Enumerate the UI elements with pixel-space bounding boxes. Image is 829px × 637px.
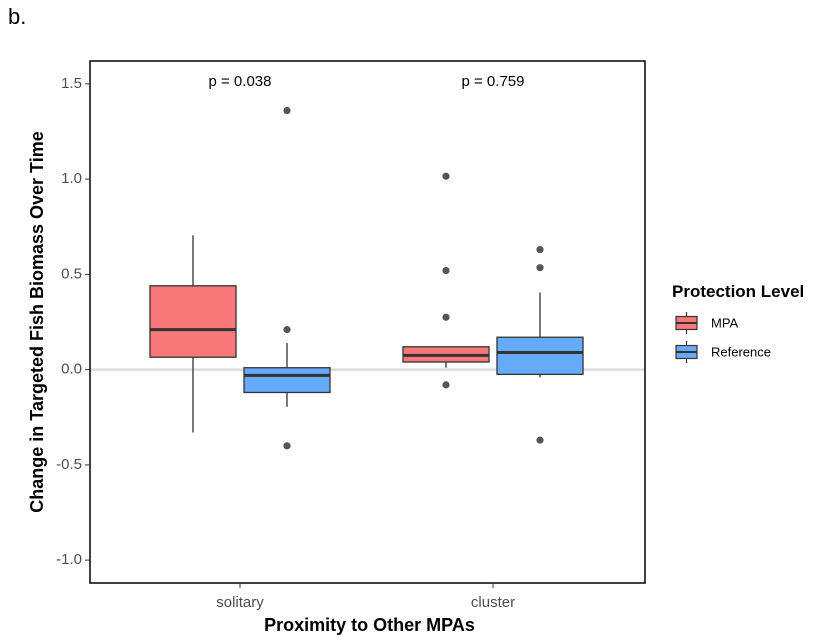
box-reference-cluster (496, 246, 584, 444)
x-tick-label: solitary (216, 594, 264, 611)
legend: Protection Level MPA Reference (672, 282, 804, 363)
legend-title: Protection Level (672, 282, 804, 301)
outlier-point (283, 326, 291, 334)
panel-label: b. (8, 4, 27, 29)
box-reference-solitary (243, 106, 331, 450)
y-tick-label: 0.5 (61, 265, 82, 282)
outlier-point (442, 266, 450, 275)
x-tick-label: cluster (471, 594, 515, 611)
legend-label: MPA (711, 315, 739, 330)
y-tick-label: 1.5 (61, 75, 82, 92)
y-tick-label: -0.5 (56, 456, 82, 473)
legend-label: Reference (711, 344, 771, 359)
outlier-point (536, 246, 544, 254)
outlier-point (536, 264, 544, 272)
legend-key-mpa (675, 312, 698, 334)
box-iqr (243, 367, 331, 394)
y-tick-label: -1.0 (56, 551, 82, 568)
p-value-annotation: p = 0.038 (209, 73, 272, 90)
y-tick-label: 1.0 (61, 170, 82, 187)
box-iqr (496, 336, 584, 376)
outlier-point (442, 313, 450, 321)
outlier-point (283, 106, 291, 115)
legend-key-reference (675, 341, 698, 363)
box-mpa-cluster (402, 172, 490, 389)
outlier-point (442, 381, 450, 389)
y-tick-label: 0.0 (61, 361, 82, 378)
outlier-point (442, 172, 450, 180)
outlier-point (536, 436, 544, 444)
box-iqr (149, 285, 237, 358)
plot-frame (89, 60, 646, 584)
outlier-point (283, 442, 291, 450)
y-axis-title: Change in Targeted Fish Biomass Over Tim… (27, 131, 47, 512)
box-mpa-solitary (149, 235, 237, 433)
x-axis-title: Proximity to Other MPAs (264, 615, 475, 635)
p-value-annotation: p = 0.759 (462, 73, 525, 90)
